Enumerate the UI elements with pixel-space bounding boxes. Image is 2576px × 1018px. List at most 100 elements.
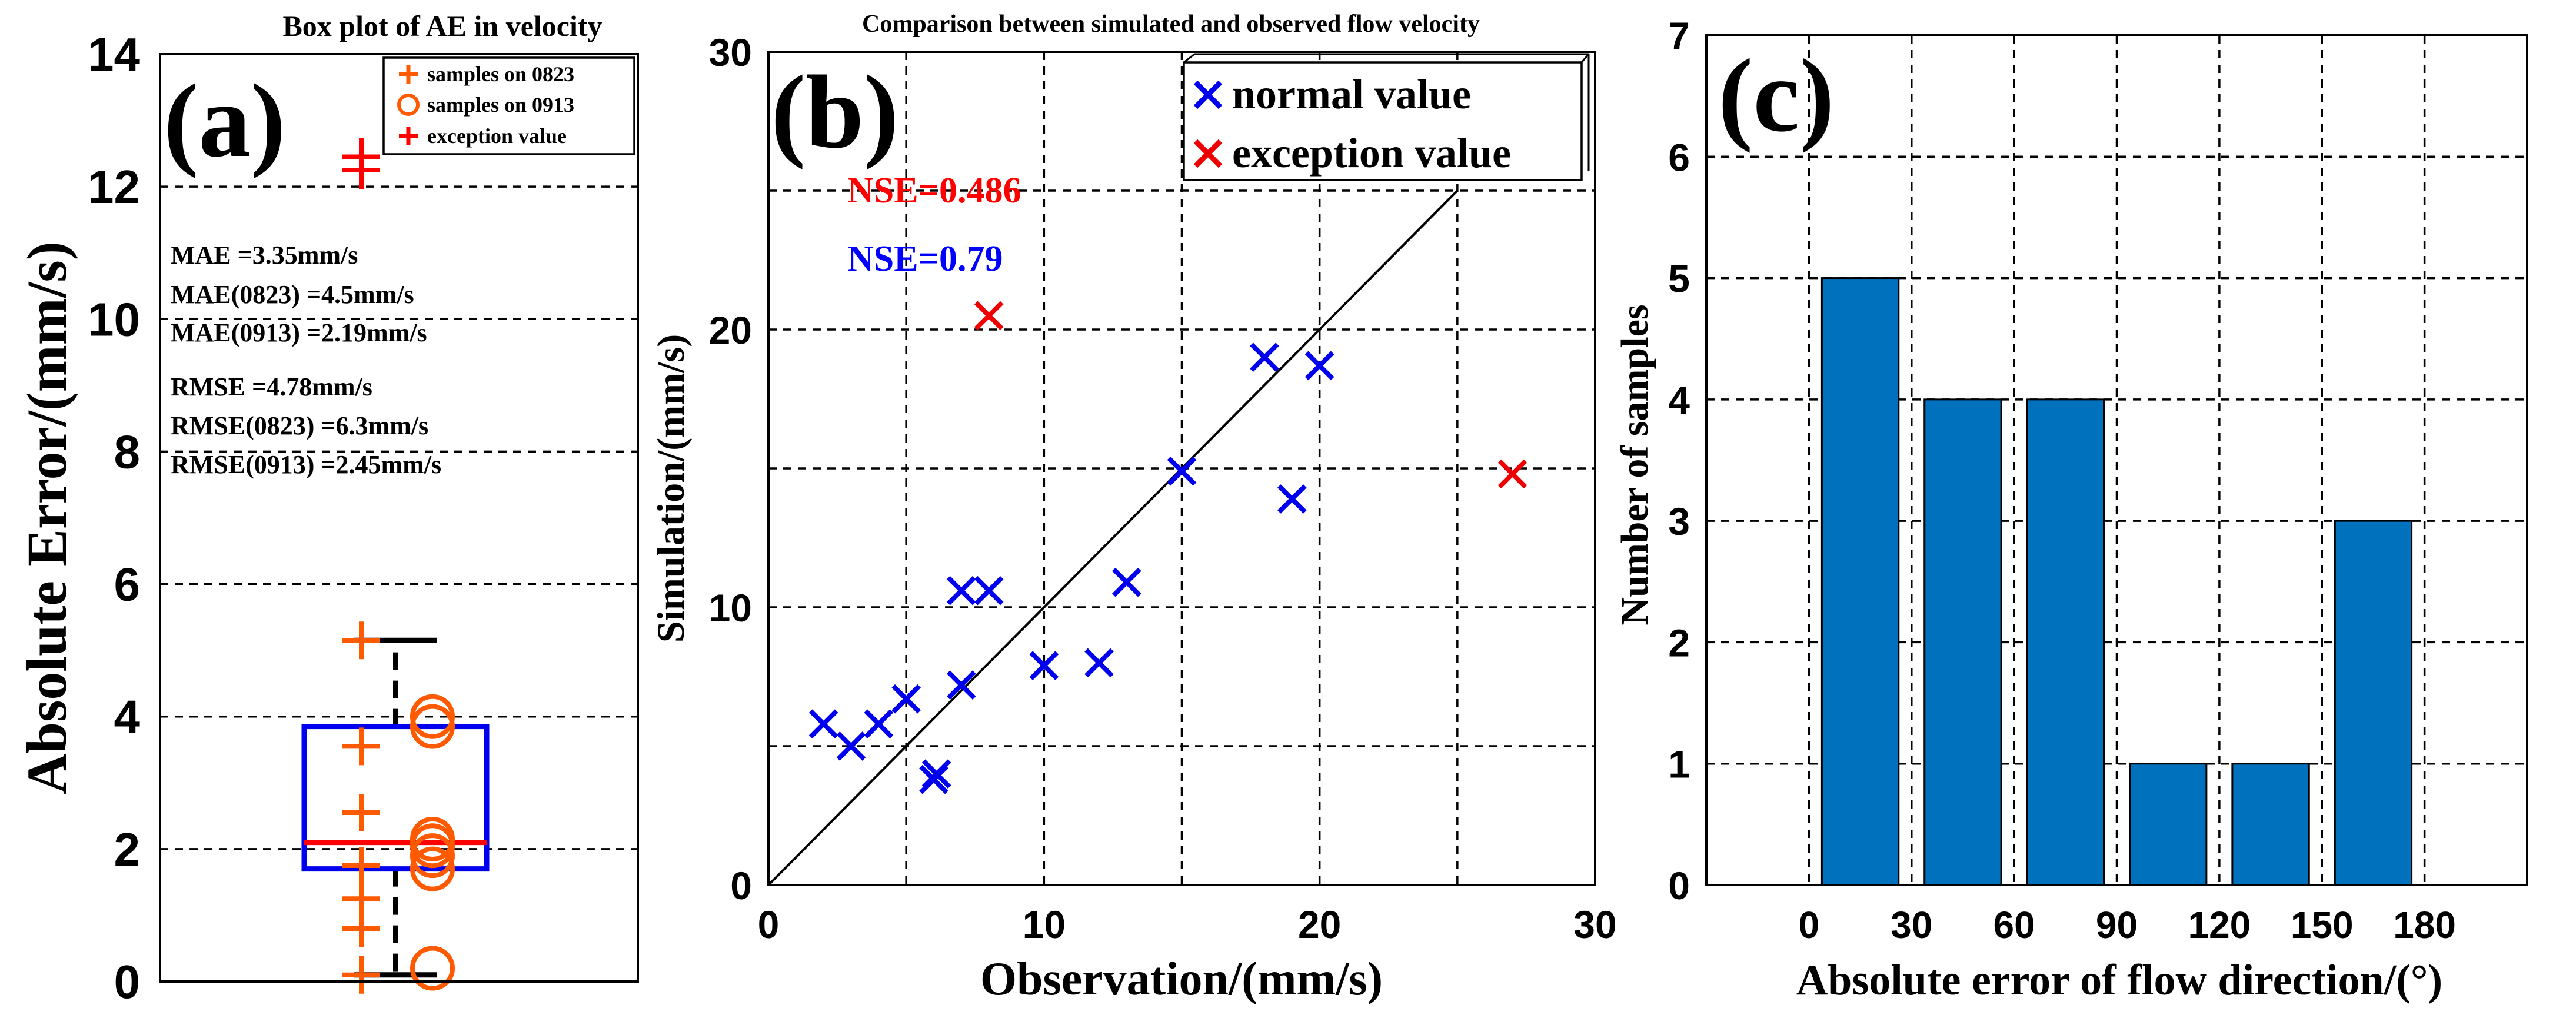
normal-value-marker bbox=[1304, 351, 1334, 381]
nse-exception-annotation: NSE=0.486 bbox=[847, 171, 1021, 211]
stats-line: MAE =3.35mm/s bbox=[171, 241, 358, 270]
stats-line: MAE(0913) =2.19mm/s bbox=[171, 318, 427, 347]
sample-0823-marker bbox=[342, 880, 380, 918]
panel-a-y-tick-label: 10 bbox=[88, 293, 140, 345]
panel-c-y-tick-label: 3 bbox=[1668, 500, 1690, 543]
panel-b-y-tick-label: 30 bbox=[709, 31, 752, 74]
panel-c-frame bbox=[1705, 34, 2528, 886]
normal-value-marker bbox=[947, 670, 976, 700]
histogram-bar bbox=[1820, 277, 1900, 886]
panel-b-y-tick-label: 20 bbox=[709, 308, 752, 352]
panel-a-y-tick-label: 4 bbox=[114, 691, 141, 743]
panel-c-x-tick-label: 60 bbox=[1993, 904, 2035, 946]
exception-marker bbox=[342, 138, 380, 176]
panel-b-y-tick-label: 10 bbox=[709, 586, 752, 630]
panel-b-legend: normal value exception value bbox=[1183, 53, 1590, 181]
panel-b-x-tick-label: 10 bbox=[1023, 903, 1066, 946]
panel-a-y-ticks: 0 2 4 6 8 10 12 14 bbox=[88, 28, 140, 1008]
normal-value-marker bbox=[808, 709, 838, 739]
panel-c-x-tick-label: 90 bbox=[2096, 904, 2138, 946]
normal-value-marker bbox=[947, 575, 976, 606]
cross-stroke-b bbox=[947, 670, 976, 700]
panel-b-reference-line bbox=[767, 189, 1459, 886]
cross-stroke-b bbox=[1029, 651, 1059, 680]
panel-a-y-tick-label: 14 bbox=[88, 28, 140, 81]
panel-a-label: (a) bbox=[164, 62, 286, 179]
panel-a-y-axis-label: Absolute Error/(mm/s) bbox=[15, 241, 78, 794]
legend-label-exception: exception value bbox=[427, 124, 567, 148]
panel-c-bars bbox=[1820, 277, 2413, 886]
nse-normal-annotation: NSE=0.79 bbox=[847, 239, 1003, 279]
legend-label-0823: samples on 0823 bbox=[427, 62, 574, 86]
cross-stroke-b bbox=[974, 575, 1004, 606]
panel-c-x-tick-label: 0 bbox=[1799, 904, 1820, 946]
sample-0823-marker bbox=[342, 793, 380, 831]
panel-c-x-tick-label: 150 bbox=[2291, 904, 2354, 946]
panel-a-title: Box plot of AE in velocity bbox=[282, 9, 602, 42]
panel-b-y-tick-label: 0 bbox=[730, 864, 752, 907]
panel-b-x-tick-label: 20 bbox=[1298, 903, 1341, 946]
panel-c-y-tick-label: 2 bbox=[1668, 621, 1690, 664]
histogram-bar bbox=[2129, 763, 2208, 886]
sample-0913-marker bbox=[410, 946, 455, 991]
cross-stroke-b bbox=[1250, 342, 1279, 372]
panel-a-y-tick-label: 12 bbox=[88, 161, 140, 213]
normal-value-marker bbox=[1112, 567, 1141, 597]
cross-stroke-b bbox=[891, 684, 921, 714]
sample-0823-marker bbox=[342, 956, 380, 994]
panel-a-y-tick-label: 6 bbox=[114, 558, 141, 611]
cross-stroke-b bbox=[947, 575, 976, 606]
panel-a-points bbox=[342, 138, 455, 994]
panel-c-y-tick-label: 4 bbox=[1668, 378, 1690, 422]
normal-value-marker bbox=[1167, 456, 1197, 486]
sample-0913-marker bbox=[410, 846, 455, 891]
box-iqr bbox=[301, 724, 490, 872]
panel-c-label: (c) bbox=[1718, 37, 1835, 154]
panel-a-box-plot: Box plot of AE in velocity 0 2 4 6 8 10 12 14 A… bbox=[15, 9, 639, 1008]
panel-a-y-tick-label: 8 bbox=[114, 425, 141, 478]
panel-c-y-tick-label: 0 bbox=[1668, 864, 1690, 907]
panel-c-x-tick-label: 120 bbox=[2188, 904, 2251, 946]
panel-c-x-tick-label: 30 bbox=[1891, 904, 1932, 946]
panel-a-gridlines bbox=[160, 185, 638, 850]
panel-a-box-group bbox=[301, 637, 490, 978]
legend-cross-red-icon bbox=[1193, 139, 1223, 168]
panel-a-frame bbox=[159, 53, 639, 983]
cross-stroke-b bbox=[1084, 648, 1114, 678]
panel-c-y-tick-label: 1 bbox=[1668, 743, 1690, 786]
cross-stroke-b bbox=[864, 709, 894, 739]
normal-value-marker bbox=[864, 709, 894, 739]
stats-line: MAE(0823) =4.5mm/s bbox=[171, 280, 414, 309]
cross-stroke-b bbox=[1497, 459, 1527, 489]
normal-value-marker bbox=[1029, 651, 1059, 680]
cross-stroke-b bbox=[1112, 567, 1141, 597]
panel-b-scatter: Comparison between simulated and observe… bbox=[650, 11, 1617, 1005]
legend-plus-orange-icon bbox=[399, 65, 418, 84]
panel-c-ticks: 0 30 60 90 120 150 180 0 1 2 3 4 5 6 7 bbox=[1668, 14, 2456, 946]
panel-c-bar: 0 30 60 90 120 150 180 0 1 2 3 4 5 6 7 (c) Number of s… bbox=[1613, 14, 2528, 1004]
legend-label-normal: normal value bbox=[1232, 71, 1471, 118]
sample-0823-marker bbox=[342, 847, 380, 884]
cross-stroke-b bbox=[808, 709, 838, 739]
sample-0823-marker bbox=[342, 727, 380, 766]
sample-0913-marker bbox=[410, 816, 455, 861]
sample-0913-marker bbox=[410, 694, 455, 739]
panel-b-x-axis-label: Observation/(mm/s) bbox=[980, 953, 1383, 1005]
sample-0823-marker bbox=[342, 621, 380, 660]
legend-plus-red-icon bbox=[399, 127, 418, 145]
normal-value-marker bbox=[836, 731, 866, 761]
panel-b-ticks: 0 10 20 30 0 10 20 30 bbox=[709, 31, 1617, 946]
panel-c-y-tick-label: 5 bbox=[1668, 257, 1690, 301]
legend-label-0913: samples on 0913 bbox=[427, 93, 574, 117]
stats-line: RMSE =4.78mm/s bbox=[171, 372, 372, 401]
normal-value-marker bbox=[1277, 484, 1307, 514]
stats-line: RMSE(0823) =6.3mm/s bbox=[171, 411, 428, 440]
panel-a-stats-text: MAE =3.35mm/s MAE(0823) =4.5mm/s MAE(0913)… bbox=[171, 241, 441, 479]
cross-stroke-b bbox=[974, 301, 1004, 331]
cross-stroke-b bbox=[836, 731, 866, 761]
legend-circle-orange-icon bbox=[397, 94, 420, 116]
panel-c-y-axis-label: Number of samples bbox=[1613, 304, 1656, 625]
histogram-bar bbox=[2231, 763, 2310, 886]
histogram-bar bbox=[2026, 398, 2105, 886]
